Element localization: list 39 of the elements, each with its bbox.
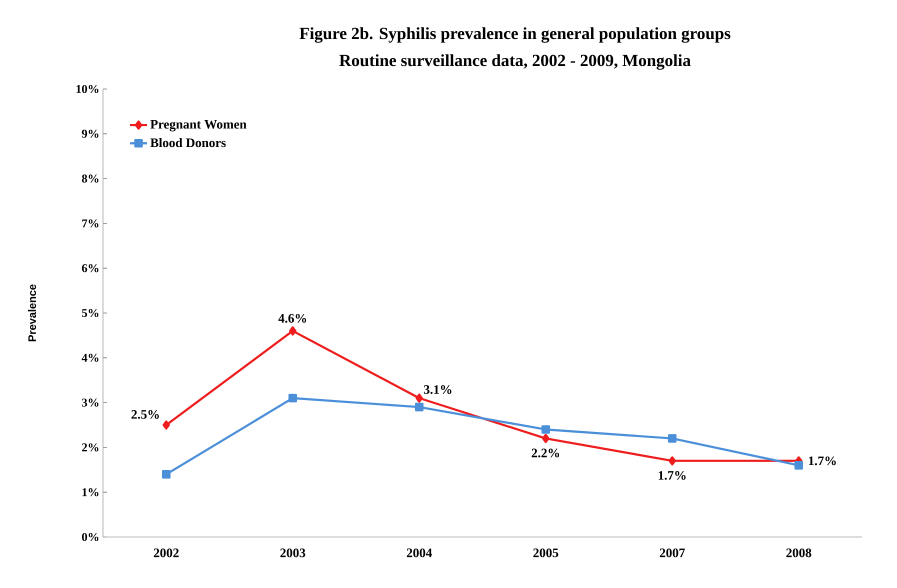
- point: [162, 470, 171, 479]
- data-label: 3.1%: [424, 385, 452, 394]
- y-tick-label: 3%: [82, 398, 98, 407]
- y-tick-label: 1%: [82, 488, 98, 496]
- x-tick-label: 2003: [280, 548, 306, 558]
- data-label: 2.2%: [532, 448, 560, 458]
- x-tick-label: 2005: [533, 548, 558, 558]
- chart-title: Figure 2b. Syphilis prevalence in general population groups: [300, 27, 730, 43]
- point: [541, 425, 550, 434]
- y-tick-label: 7%: [82, 219, 98, 228]
- point: [668, 456, 676, 466]
- point: [414, 402, 424, 412]
- y-tick-label: 10%: [76, 84, 98, 94]
- data-label: 1.7%: [808, 456, 836, 466]
- y-tick-label: 0%: [82, 532, 98, 542]
- y-axis-title: Prevalence: [28, 284, 36, 342]
- y-tick-label: 4%: [82, 354, 98, 362]
- point: [288, 394, 298, 402]
- legend-label: Pregnant Women: [150, 120, 247, 132]
- x-tick-label: 2007: [660, 548, 685, 558]
- data-label: 4.6%: [278, 314, 306, 323]
- point: [542, 434, 550, 444]
- y-tick-label: 8%: [82, 174, 98, 183]
- data-label: 2.5%: [131, 410, 159, 419]
- x-tick-label: 2004: [406, 548, 432, 558]
- legend-label: Blood Donors: [150, 138, 226, 148]
- y-tick-label: 2%: [82, 443, 98, 452]
- x-tick-label: 2002: [154, 548, 179, 558]
- data-label: 1.7%: [658, 471, 686, 480]
- y-tick-label: 9%: [82, 130, 98, 138]
- point: [162, 420, 170, 430]
- point: [416, 394, 423, 403]
- y-tick-label: 6%: [82, 264, 98, 272]
- x-tick-label: 2008: [786, 548, 812, 558]
- y-tick-label: 5%: [82, 308, 98, 318]
- point: [289, 326, 296, 336]
- chart-subtitle: Routine surveillance data, 2002 - 2009, Mongolia: [339, 54, 691, 70]
- point: [668, 434, 677, 443]
- point: [794, 461, 804, 470]
